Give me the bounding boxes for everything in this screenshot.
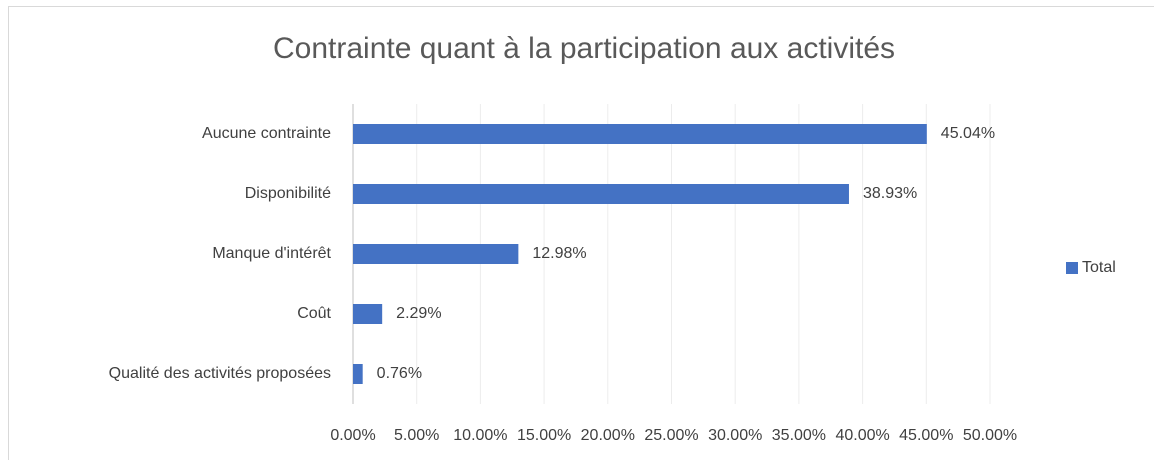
data-label: 45.04% [941, 125, 995, 142]
y-tick-label: Aucune contrainte [202, 125, 331, 142]
data-label: 12.98% [532, 245, 586, 262]
y-tick-label: Qualité des activités proposées [109, 365, 331, 382]
x-tick-label: 20.00% [581, 427, 635, 444]
x-tick-label: 45.00% [899, 427, 953, 444]
data-label: 38.93% [863, 185, 917, 202]
x-tick-label: 10.00% [453, 427, 507, 444]
y-tick-label: Manque d'intérêt [212, 245, 331, 262]
bar [353, 364, 363, 384]
x-tick-label: 50.00% [963, 427, 1017, 444]
chart-frame [8, 6, 1154, 460]
x-tick-label: 35.00% [772, 427, 826, 444]
bar [353, 244, 519, 264]
x-tick-label: 0.00% [330, 427, 375, 444]
y-tick-label: Coût [297, 305, 331, 322]
bar [353, 304, 383, 324]
x-tick-label: 25.00% [644, 427, 698, 444]
data-label: 2.29% [396, 305, 441, 322]
x-tick-label: 15.00% [517, 427, 571, 444]
bar [353, 184, 849, 204]
x-tick-label: 30.00% [708, 427, 762, 444]
x-tick-label: 40.00% [835, 427, 889, 444]
chart-title: Contrainte quant à la participation aux … [273, 32, 895, 65]
x-tick-label: 5.00% [394, 427, 439, 444]
legend-swatch [1066, 262, 1078, 274]
data-label: 0.76% [377, 365, 422, 382]
bar [353, 124, 927, 144]
legend-label: Total [1082, 259, 1116, 276]
y-tick-label: Disponibilité [245, 185, 331, 202]
